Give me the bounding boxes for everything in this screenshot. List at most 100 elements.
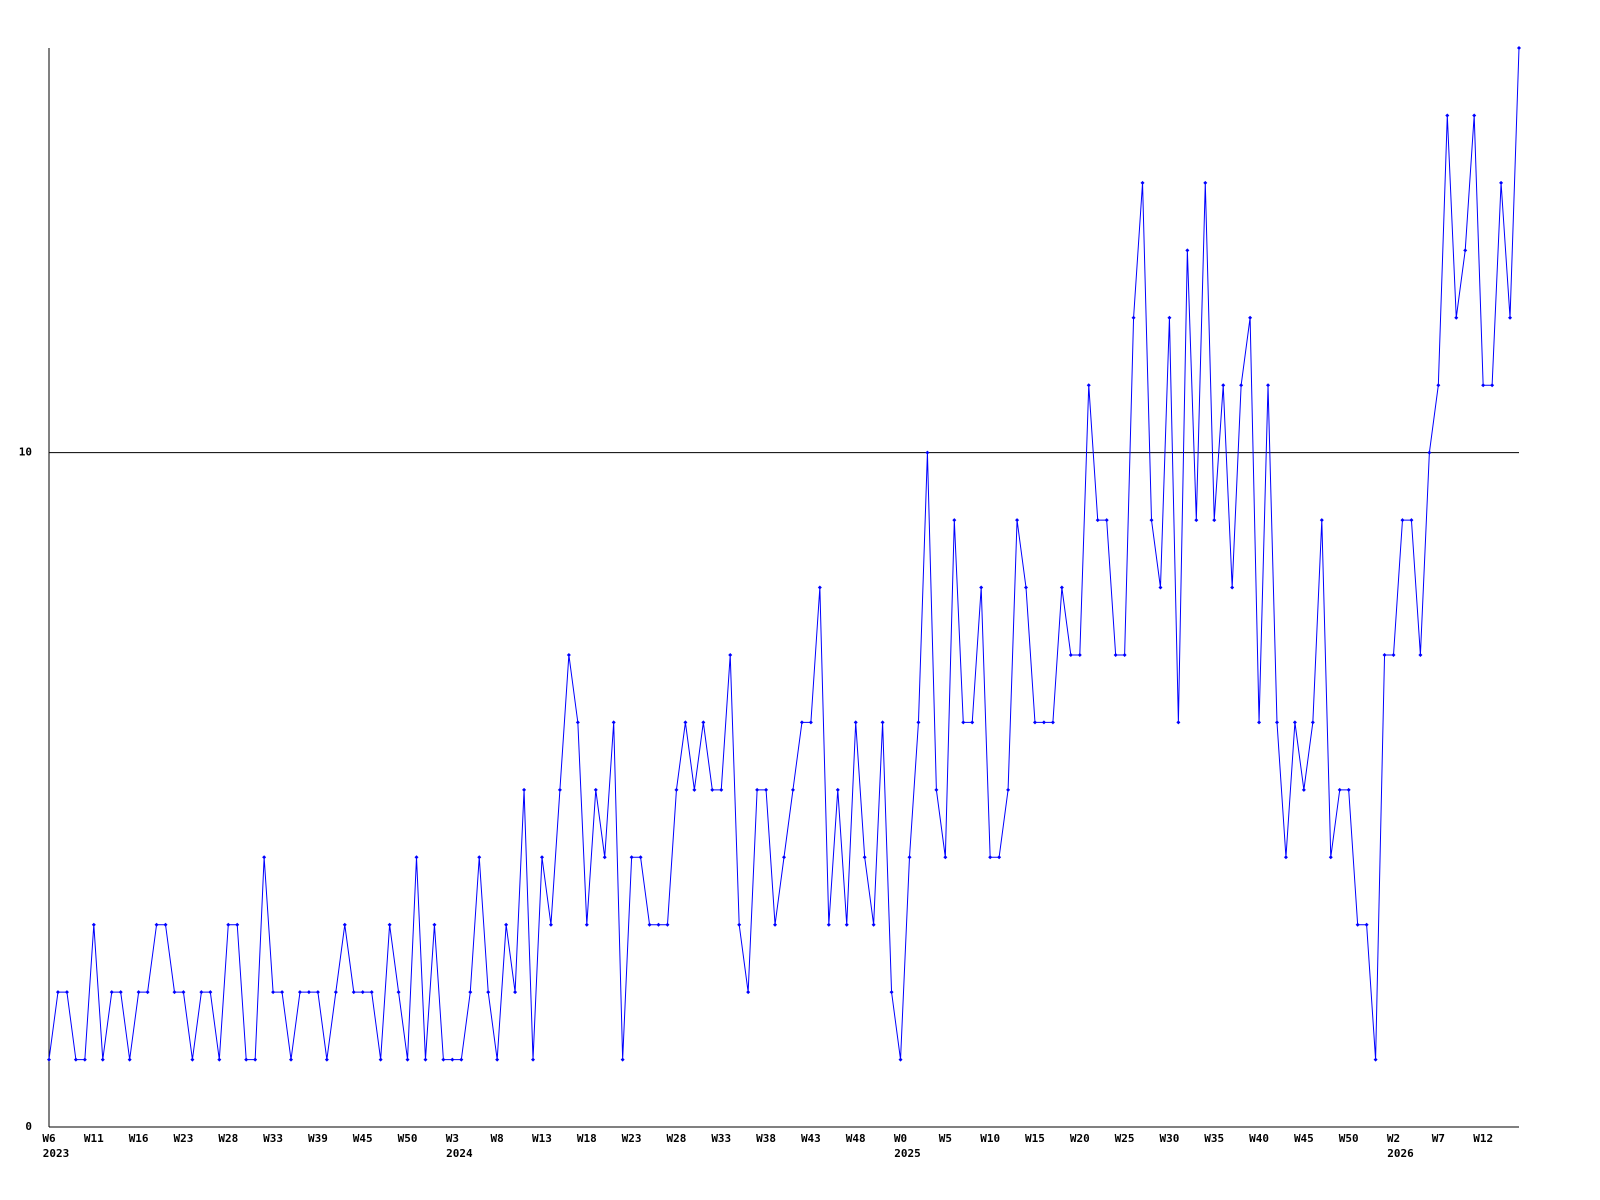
data-point bbox=[369, 990, 374, 995]
data-point bbox=[692, 787, 697, 792]
data-point bbox=[826, 922, 831, 927]
data-point bbox=[154, 922, 159, 927]
data-point bbox=[1463, 248, 1468, 253]
data-point bbox=[1257, 720, 1262, 725]
data-point bbox=[351, 990, 356, 995]
data-point bbox=[1454, 315, 1459, 320]
data-point bbox=[925, 450, 930, 455]
data-point bbox=[504, 922, 509, 927]
data-point bbox=[235, 922, 240, 927]
x-tick-label: W12 bbox=[1473, 1132, 1493, 1145]
x-tick-label: W10 bbox=[980, 1132, 1000, 1145]
data-point bbox=[1283, 855, 1288, 860]
data-point bbox=[1194, 518, 1199, 523]
line-series bbox=[48, 47, 1520, 1061]
x-tick-label: W48 bbox=[846, 1132, 866, 1145]
data-point bbox=[1221, 383, 1226, 388]
data-point bbox=[710, 787, 715, 792]
data-point bbox=[1024, 585, 1029, 590]
data-point bbox=[1104, 518, 1109, 523]
data-point bbox=[844, 922, 849, 927]
data-point bbox=[782, 855, 786, 860]
data-point bbox=[1086, 383, 1091, 388]
x-tick-label: W6 bbox=[42, 1132, 56, 1145]
data-point bbox=[396, 990, 401, 995]
data-point bbox=[593, 787, 598, 792]
data-point bbox=[1346, 787, 1351, 792]
data-point bbox=[486, 990, 491, 995]
x-tick-label: W39 bbox=[308, 1132, 328, 1145]
data-point bbox=[898, 1057, 903, 1062]
data-point bbox=[280, 990, 285, 995]
data-point bbox=[979, 585, 984, 590]
data-point bbox=[1176, 720, 1181, 725]
data-point bbox=[961, 720, 966, 725]
data-point bbox=[1122, 652, 1127, 657]
data-point bbox=[1015, 518, 1020, 523]
data-point bbox=[387, 922, 392, 927]
data-point bbox=[773, 922, 778, 927]
data-point bbox=[1131, 315, 1136, 320]
data-point bbox=[82, 1057, 87, 1062]
x-tick-label: W28 bbox=[218, 1132, 238, 1145]
data-point bbox=[1400, 518, 1405, 523]
x-tick-label: W11 bbox=[84, 1132, 104, 1145]
data-point bbox=[1266, 383, 1271, 388]
data-point bbox=[64, 990, 69, 995]
data-point bbox=[575, 720, 580, 725]
data-point bbox=[1274, 720, 1279, 725]
x-tick-label: W3 bbox=[446, 1132, 459, 1145]
data-point bbox=[378, 1057, 383, 1062]
data-point bbox=[719, 787, 724, 792]
data-point bbox=[916, 720, 921, 725]
data-point bbox=[253, 1057, 258, 1062]
x-tick-label: W45 bbox=[353, 1132, 373, 1145]
data-point bbox=[405, 1057, 410, 1062]
data-point bbox=[1068, 652, 1073, 657]
y-tick-label: 10 bbox=[19, 446, 32, 459]
data-point bbox=[1185, 248, 1190, 253]
x-tick-label: W28 bbox=[667, 1132, 687, 1145]
data-point bbox=[423, 1057, 428, 1062]
data-point bbox=[459, 1057, 464, 1062]
x-tick-label: W33 bbox=[711, 1132, 731, 1145]
data-point bbox=[495, 1057, 500, 1062]
data-point bbox=[1481, 383, 1486, 388]
data-point bbox=[566, 652, 571, 657]
data-point bbox=[737, 922, 742, 927]
data-point bbox=[1158, 585, 1163, 590]
data-point bbox=[1436, 383, 1441, 388]
x-tick-label: W5 bbox=[939, 1132, 952, 1145]
x-tick-label: W33 bbox=[263, 1132, 283, 1145]
data-point bbox=[1337, 787, 1342, 792]
data-point bbox=[531, 1057, 536, 1062]
data-point bbox=[47, 1057, 51, 1062]
x-tick-label: W16 bbox=[129, 1132, 149, 1145]
data-point bbox=[907, 855, 912, 860]
data-point bbox=[513, 990, 518, 995]
data-point bbox=[1328, 855, 1333, 860]
data-point bbox=[333, 990, 338, 995]
y-tick-label: 0 bbox=[25, 1120, 32, 1133]
data-point bbox=[952, 518, 957, 523]
data-point bbox=[136, 990, 141, 995]
x-tick-label: W8 bbox=[491, 1132, 504, 1145]
x-tick-label: W35 bbox=[1204, 1132, 1224, 1145]
data-point bbox=[764, 787, 769, 792]
data-point bbox=[1490, 383, 1495, 388]
data-point bbox=[199, 990, 204, 995]
data-point bbox=[181, 990, 186, 995]
data-point bbox=[853, 720, 858, 725]
data-point bbox=[728, 652, 733, 657]
data-point bbox=[539, 855, 544, 860]
x-tick-label: W0 bbox=[894, 1132, 907, 1145]
x-tick-label: W40 bbox=[1249, 1132, 1269, 1145]
data-point bbox=[1364, 922, 1369, 927]
data-point bbox=[1041, 720, 1046, 725]
x-tick-label: W50 bbox=[398, 1132, 418, 1145]
data-point bbox=[1140, 180, 1145, 185]
data-point bbox=[1310, 720, 1315, 725]
data-point bbox=[1203, 180, 1208, 185]
data-point bbox=[943, 855, 948, 860]
